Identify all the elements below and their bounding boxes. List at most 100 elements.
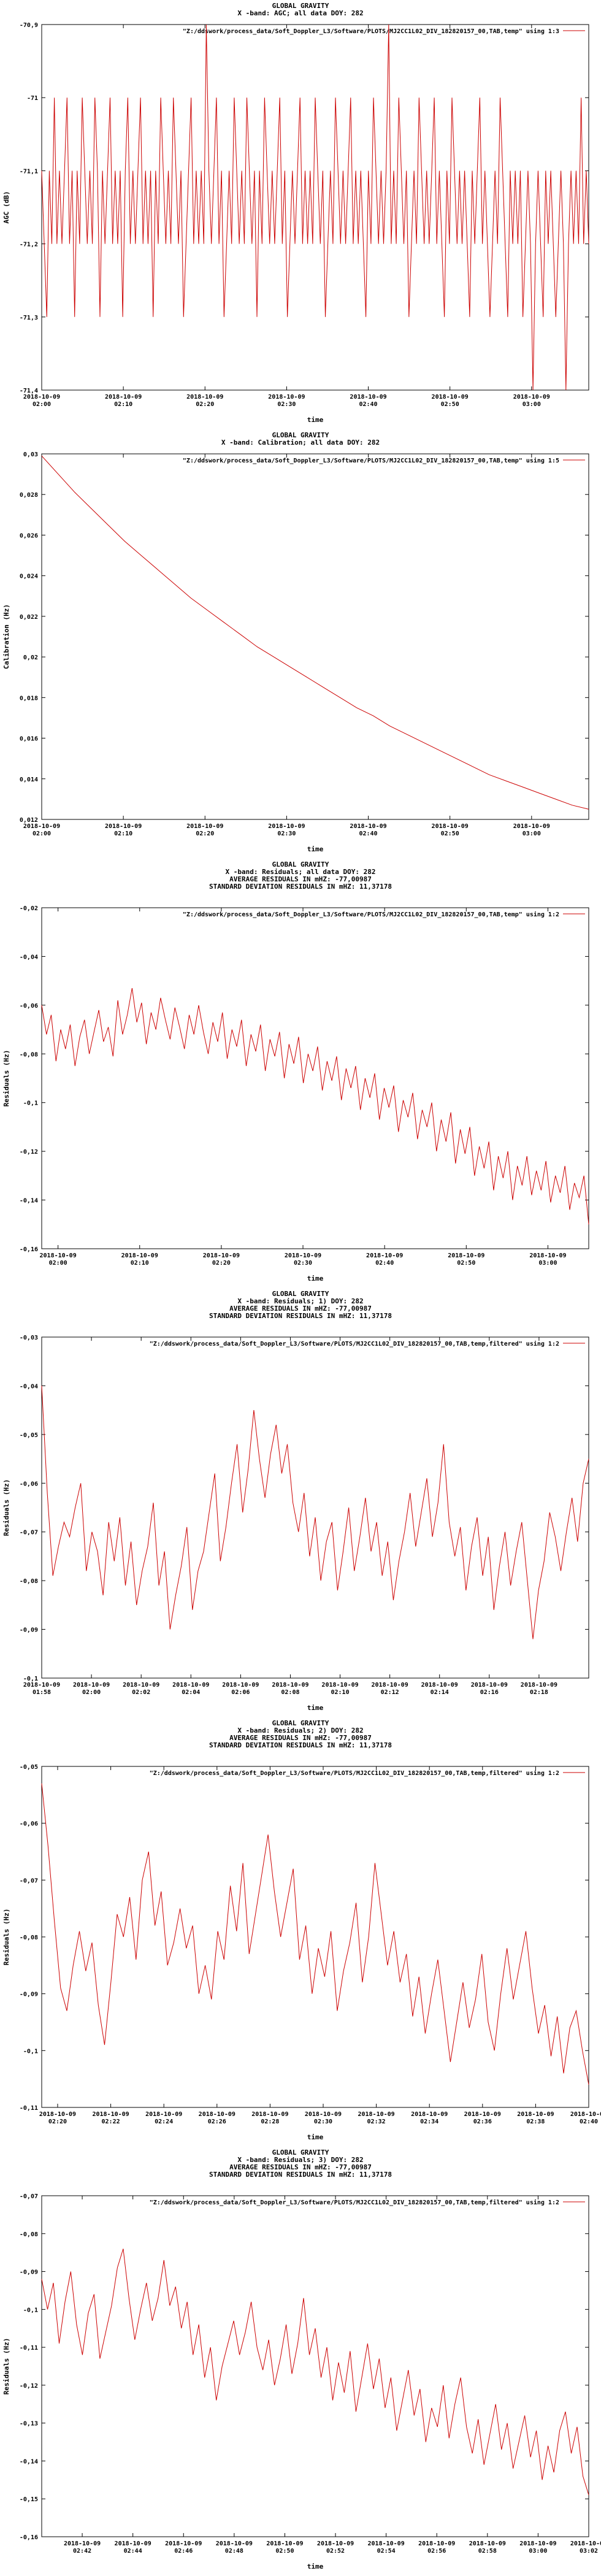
chart-title-line: STANDARD DEVIATION RESIDUALS IN mHZ: 11,…	[209, 1741, 392, 1749]
x-tick-time: 02:46	[174, 2548, 193, 2555]
y-tick-label: -0,06	[20, 1821, 38, 1828]
x-tick-time: 02:52	[326, 2548, 345, 2555]
chart-title-line: X -band: AGC; all data DOY: 282	[237, 9, 363, 17]
x-axis-label: time	[307, 416, 324, 424]
x-axis-label: time	[307, 1704, 324, 1712]
x-tick-date: 2018-10-09	[203, 1252, 240, 1259]
y-tick-label: -71	[27, 95, 38, 102]
x-tick-time: 02:26	[208, 2118, 226, 2125]
x-tick-date: 2018-10-09	[105, 394, 142, 401]
y-tick-label: -0,1	[23, 1676, 38, 1682]
y-axis-label: Calibration (Hz)	[2, 604, 10, 669]
x-tick-date: 2018-10-09	[350, 394, 386, 401]
x-tick-date: 2018-10-09	[372, 1682, 408, 1689]
x-tick-time: 03:00	[529, 2548, 547, 2555]
x-tick-date: 2018-10-09	[317, 2540, 354, 2547]
y-tick-label: -0,14	[20, 1198, 38, 1205]
x-tick-time: 02:14	[431, 1689, 449, 1696]
x-tick-date: 2018-10-09	[123, 1682, 159, 1689]
x-tick-time: 03:00	[538, 1260, 557, 1267]
y-tick-label: -0,03	[20, 1335, 38, 1341]
y-tick-label: -0,11	[20, 2105, 38, 2112]
y-tick-label: -0,08	[20, 2231, 38, 2238]
legend-label: "Z:/ddswork/process_data/Soft_Doppler_L3…	[183, 457, 559, 464]
x-tick-date: 2018-10-09	[517, 2111, 554, 2118]
x-tick-time: 02:10	[114, 830, 132, 837]
x-tick-date: 2018-10-09	[368, 2540, 405, 2547]
y-tick-label: -0,04	[20, 1383, 38, 1390]
x-tick-date: 2018-10-09	[23, 823, 60, 830]
chart-title-line: GLOBAL GRAVITY	[272, 1290, 329, 1298]
x-tick-date: 2018-10-09	[268, 394, 305, 401]
y-tick-label: -0,12	[20, 2383, 38, 2390]
x-tick-time: 02:30	[277, 401, 296, 408]
x-tick-date: 2018-10-09	[366, 1252, 403, 1259]
x-tick-time: 02:56	[427, 2548, 446, 2555]
x-tick-date: 2018-10-09	[23, 394, 60, 401]
legend-label: "Z:/ddswork/process_data/Soft_Doppler_L3…	[150, 2199, 559, 2206]
y-tick-label: 0,022	[20, 614, 38, 621]
x-tick-date: 2018-10-09	[165, 2540, 202, 2547]
x-tick-date: 2018-10-09	[199, 2111, 235, 2118]
x-tick-date: 2018-10-09	[105, 823, 142, 830]
x-tick-time: 02:30	[314, 2118, 332, 2125]
x-tick-time: 02:40	[359, 401, 377, 408]
chart-title-line: X -band: Residuals; all data DOY: 282	[225, 868, 375, 876]
x-tick-date: 2018-10-09	[519, 2540, 556, 2547]
x-tick-date: 2018-10-09	[115, 2540, 151, 2547]
plot-frame	[41, 2195, 589, 2537]
x-tick-date: 2018-10-09	[448, 1252, 484, 1259]
y-axis-label: AGC (dB)	[2, 191, 10, 224]
y-axis-label: Residuals (Hz)	[2, 2338, 10, 2395]
x-tick-time: 02:16	[480, 1689, 499, 1696]
x-tick-time: 02:38	[526, 2118, 545, 2125]
chart-title-line: X -band: Residuals; 3) DOY: 282	[237, 2156, 363, 2164]
x-tick-date: 2018-10-09	[39, 2111, 76, 2118]
plot-frame	[41, 1336, 589, 1679]
x-tick-date: 2018-10-09	[570, 2540, 601, 2547]
y-tick-label: -70,9	[20, 22, 38, 29]
chart-title-line: X -band: Residuals; 1) DOY: 282	[237, 1297, 363, 1305]
x-tick-date: 2018-10-09	[272, 1682, 308, 1689]
y-axis-label: Residuals (Hz)	[2, 1479, 10, 1536]
y-tick-label: -0,11	[20, 2345, 38, 2352]
x-tick-date: 2018-10-09	[73, 1682, 110, 1689]
x-tick-date: 2018-10-09	[121, 1252, 158, 1259]
y-tick-label: -0,05	[20, 1432, 38, 1439]
chart-title-line: AVERAGE RESIDUALS IN mHZ: -77,00987	[229, 2163, 372, 2171]
x-tick-date: 2018-10-09	[186, 823, 223, 830]
x-tick-date: 2018-10-09	[285, 1252, 321, 1259]
chart-title-line: AVERAGE RESIDUALS IN mHZ: -77,00987	[229, 1305, 372, 1313]
x-tick-time: 02:20	[48, 2118, 67, 2125]
x-tick-date: 2018-10-09	[464, 2111, 501, 2118]
x-tick-time: 02:10	[114, 401, 132, 408]
y-tick-label: -0,14	[20, 2458, 38, 2465]
x-tick-time: 02:06	[231, 1689, 250, 1696]
x-tick-time: 02:50	[441, 401, 459, 408]
x-tick-date: 2018-10-09	[432, 394, 469, 401]
x-tick-date: 2018-10-09	[266, 2540, 303, 2547]
chart-title-line: STANDARD DEVIATION RESIDUALS IN mHZ: 11,…	[209, 2171, 392, 2179]
y-tick-label: -0,1	[23, 1100, 38, 1107]
chart-title-line: STANDARD DEVIATION RESIDUALS IN mHZ: 11,…	[209, 1312, 392, 1320]
series-line	[41, 455, 589, 810]
x-tick-date: 2018-10-09	[186, 394, 223, 401]
y-tick-label: 0,024	[20, 573, 38, 580]
x-tick-date: 2018-10-09	[529, 1252, 566, 1259]
x-tick-date: 2018-10-09	[92, 2111, 129, 2118]
y-tick-label: -0,02	[20, 905, 38, 912]
y-tick-label: 0,026	[20, 532, 38, 539]
y-tick-label: -0,16	[20, 2534, 38, 2541]
x-tick-time: 02:18	[530, 1689, 548, 1696]
x-tick-time: 02:40	[580, 2118, 598, 2125]
x-tick-date: 2018-10-09	[432, 823, 469, 830]
x-tick-time: 02:12	[381, 1689, 399, 1696]
x-tick-time: 03:02	[580, 2548, 598, 2555]
y-axis-label: Residuals (Hz)	[2, 1050, 10, 1107]
series-line	[41, 988, 589, 1225]
chart-title-line: GLOBAL GRAVITY	[272, 431, 329, 439]
